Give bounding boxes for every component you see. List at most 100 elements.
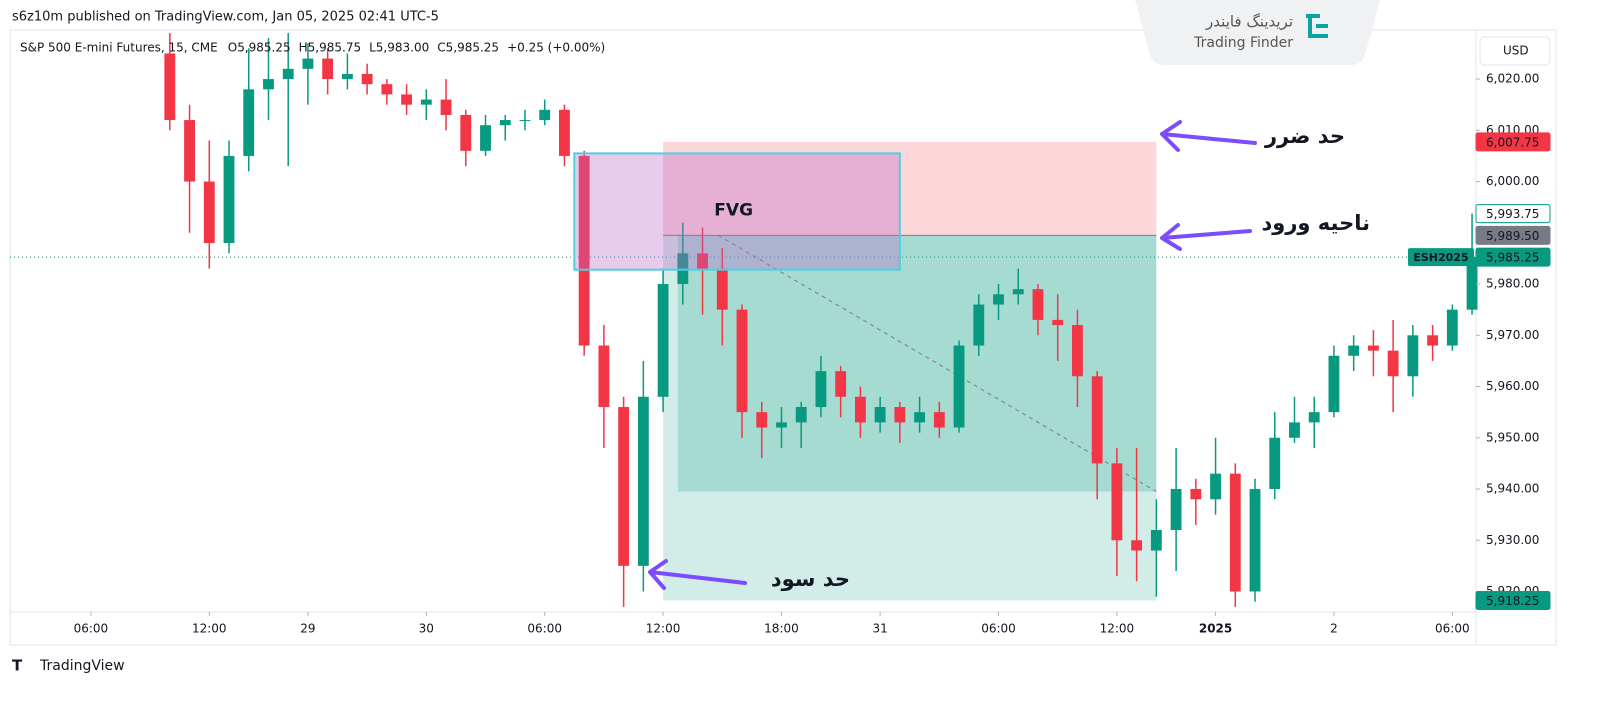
candle-body	[1052, 319, 1064, 326]
candle-body	[795, 407, 807, 423]
candle-body	[420, 99, 432, 105]
candle-body	[361, 73, 373, 85]
plot: FVG	[10, 32, 1478, 607]
price-tag-label: 5,985.25	[1486, 251, 1539, 265]
candle-body	[815, 371, 827, 408]
x-tick-label: 12:00	[192, 622, 227, 636]
candle-body	[1190, 489, 1202, 500]
candle-body	[460, 114, 472, 151]
tv-mark: T	[12, 657, 23, 675]
candle-body	[756, 412, 768, 428]
arrow	[648, 559, 747, 590]
price-tag	[1475, 247, 1551, 267]
candle-body	[480, 125, 491, 151]
price-tag	[1475, 132, 1551, 152]
candle-body	[973, 304, 985, 346]
candle-body	[1387, 350, 1399, 377]
candle-body	[1229, 473, 1241, 592]
legend-value: L5,983.00	[369, 41, 429, 55]
y-tick-label: 6,020.00	[1486, 72, 1539, 86]
candle-body	[578, 155, 590, 346]
candle-body	[440, 99, 452, 115]
y-tick-label: 6,000.00	[1486, 174, 1539, 188]
candle-body	[677, 253, 689, 285]
x-tick-label: 06:00	[527, 622, 562, 636]
candle-body	[854, 396, 866, 423]
price-tag-label: 5,989.50	[1486, 229, 1539, 243]
candle-body	[203, 181, 215, 244]
annotation: حد ضرر	[1264, 124, 1345, 148]
currency-box	[1479, 36, 1551, 66]
candle-body	[953, 345, 965, 428]
published: s6z10m published on TradingView.com, Jan…	[12, 10, 439, 25]
x-tick-label: 30	[419, 622, 434, 636]
legend-value: C5,985.25	[437, 41, 499, 55]
candle-body	[401, 94, 413, 105]
price-tag	[1475, 225, 1551, 245]
candle-body	[1032, 289, 1044, 320]
candle-body	[1407, 335, 1419, 377]
candle-body	[1072, 325, 1083, 377]
x-tick-label: 12:00	[646, 622, 681, 636]
candle-body	[1210, 473, 1221, 500]
candle-body	[322, 58, 334, 80]
logo-fa: تریدینگ فایندر	[1205, 13, 1293, 31]
candle-body	[302, 58, 314, 69]
candle-body	[1427, 335, 1439, 346]
symbol-tag-label: ESH2025	[1413, 251, 1468, 264]
x-tick-label: 12:00	[1100, 622, 1135, 636]
candle-body	[776, 422, 787, 428]
candle-body	[1308, 412, 1320, 423]
candle-body	[894, 407, 906, 423]
arrows	[648, 120, 1257, 590]
candle-body	[223, 155, 235, 244]
stop-zone	[663, 141, 1157, 236]
annotation: ناحیه ورود	[1262, 211, 1371, 235]
candle-body	[263, 79, 274, 90]
candle-body	[1170, 489, 1182, 531]
arrow	[1160, 120, 1257, 152]
candle-body	[1150, 530, 1162, 551]
candle-body	[1446, 309, 1458, 346]
fvg-box	[573, 152, 901, 271]
candle-body	[184, 120, 195, 182]
y-tick-label: 5,950.00	[1486, 430, 1539, 444]
fvg-label: FVG	[714, 200, 753, 220]
annotation: حد سود	[771, 567, 850, 591]
price-tag	[1475, 204, 1551, 224]
candle-body	[1348, 345, 1360, 356]
candle-body	[519, 120, 531, 122]
candle-body	[1012, 289, 1024, 295]
y-tick-label: 5,970.00	[1486, 328, 1539, 342]
candle-body	[933, 412, 945, 428]
candle-body	[1328, 355, 1340, 413]
x-tick-label: 29	[300, 622, 315, 636]
x-tick-label: 06:00	[1435, 622, 1470, 636]
frame	[9, 29, 1557, 646]
candle-body	[874, 407, 886, 423]
y-tick-label: 5,930.00	[1486, 533, 1539, 547]
legend-value: H5,985.75	[299, 41, 361, 55]
logo-icon	[1306, 14, 1328, 38]
candle-body	[1249, 489, 1261, 592]
candle-body	[282, 68, 294, 80]
candle-body	[1091, 376, 1103, 464]
candle-body	[736, 309, 748, 413]
x-tick-label: 06:00	[74, 622, 109, 636]
candle-body	[637, 396, 649, 566]
legend-value: +0.25 (+0.00%)	[507, 41, 605, 55]
candle-body	[993, 294, 1004, 305]
logo-box	[1135, 0, 1380, 65]
candle-body	[1131, 540, 1143, 551]
candle-body	[559, 109, 570, 156]
y-tick-label: 5,960.00	[1486, 379, 1539, 393]
candle-body	[835, 371, 847, 397]
logo-en: Trading Finder	[1193, 35, 1293, 51]
candle-body	[598, 345, 610, 408]
y-tick-label: 5,980.00	[1486, 277, 1539, 291]
candle-body	[618, 407, 630, 566]
x-tick-label: 18:00	[764, 622, 799, 636]
candle-body	[243, 89, 255, 156]
